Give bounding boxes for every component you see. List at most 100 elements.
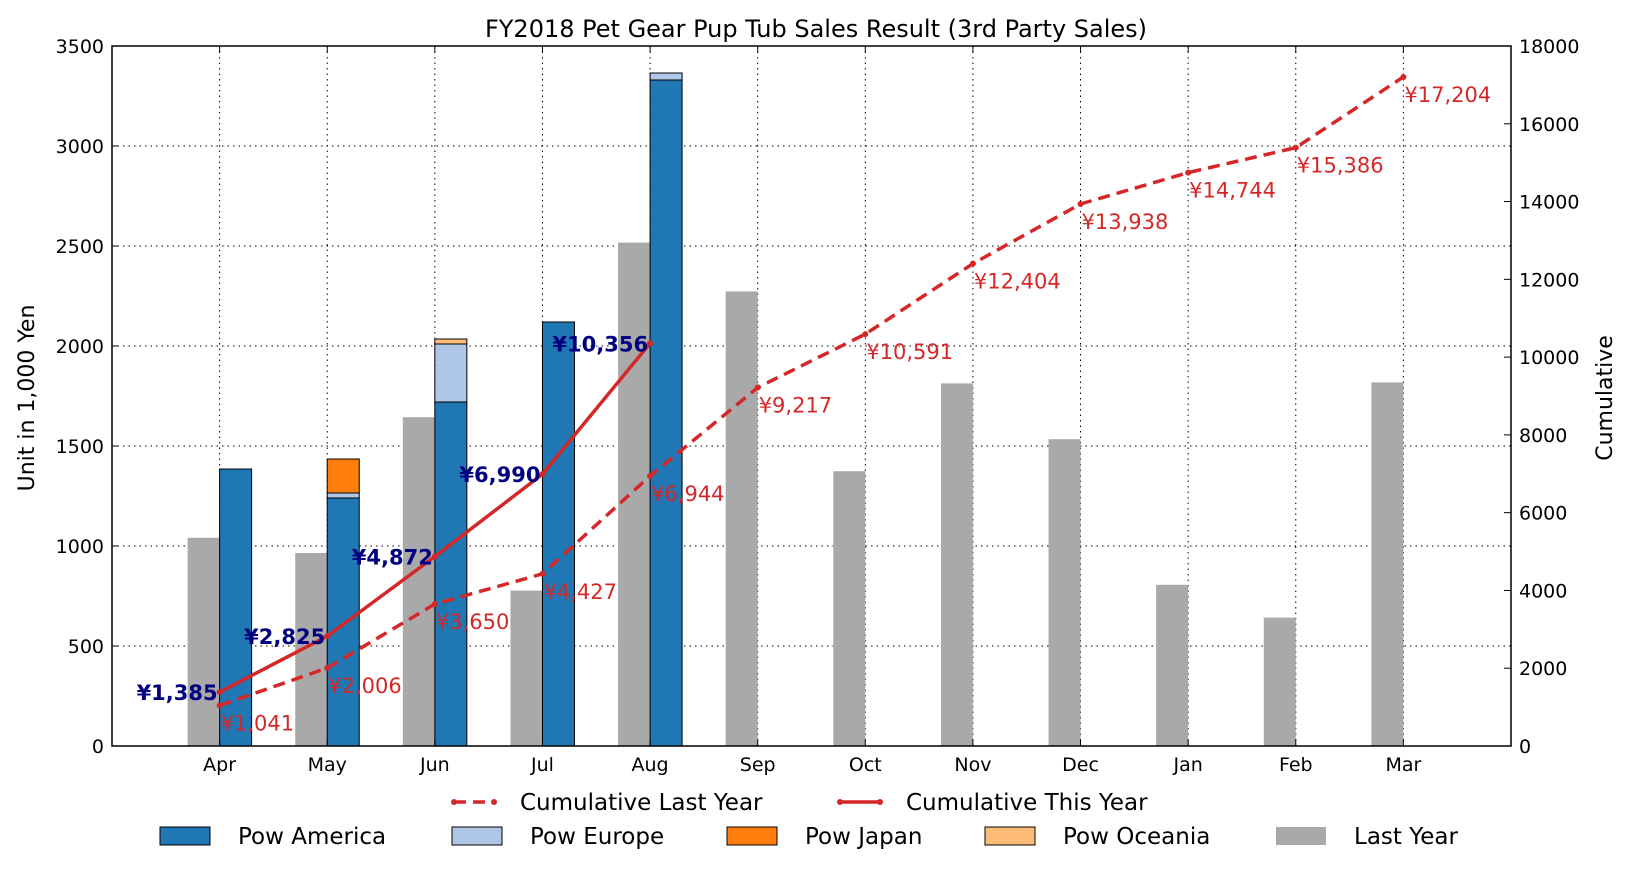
x-tick-label-jul: Jul	[530, 754, 554, 776]
x-tick-label-jun: Jun	[419, 754, 450, 776]
bar-last-year-apr	[187, 537, 220, 746]
plot-frame	[111, 45, 1512, 747]
legend-label-pow-america: Pow America	[238, 824, 386, 850]
legend-marker-cumulative-last-year	[491, 799, 497, 805]
label-cumulative-last-year-jun: ¥3,650	[436, 610, 509, 634]
label-cumulative-last-year-jan: ¥14,744	[1189, 179, 1276, 203]
label-cumulative-last-year-sep: ¥9,217	[759, 394, 832, 418]
chart-title: FY2018 Pet Gear Pup Tub Sales Result (3r…	[485, 15, 1147, 43]
label-cumulative-last-year-oct: ¥10,591	[866, 340, 953, 364]
bar-last-year-aug	[618, 242, 651, 746]
point-cumulative-last-year-apr	[216, 702, 223, 709]
y2-tick-label: 4000	[1519, 580, 1567, 602]
legend-label-pow-europe: Pow Europe	[530, 824, 664, 850]
bar-pow-europe-may	[326, 492, 360, 499]
y2-tick-label: 6000	[1519, 503, 1567, 525]
y2-tick-label: 12000	[1519, 269, 1579, 291]
legend-label-last-year: Last Year	[1354, 824, 1458, 850]
x-tick-label-nov: Nov	[954, 754, 991, 776]
label-cumulative-last-year-mar: ¥17,204	[1404, 83, 1491, 107]
label-cumulative-last-year-nov: ¥12,404	[974, 270, 1061, 294]
legend: Cumulative Last Year Cumulative This Year…	[159, 790, 1458, 850]
label-cumulative-last-year-dec: ¥13,938	[1082, 210, 1169, 234]
y-tick-label: 500	[68, 636, 104, 658]
label-cumulative-this-year-apr: ¥1,385	[137, 681, 218, 705]
point-cumulative-last-year-dec	[1077, 200, 1084, 207]
bar-last-year-feb	[1263, 617, 1296, 746]
point-cumulative-last-year-jan	[1185, 169, 1192, 176]
legend-swatch-pow-america	[159, 826, 211, 846]
x-tick-label-dec: Dec	[1062, 754, 1099, 776]
y2-tick-label: 8000	[1519, 425, 1567, 447]
label-cumulative-last-year-jul: ¥4,427	[543, 580, 616, 604]
bar-pow-japan-may	[326, 458, 360, 494]
point-cumulative-last-year-jul	[539, 570, 546, 577]
bar-last-year-jun	[402, 417, 435, 746]
y-tick-label: 3000	[56, 136, 104, 158]
point-cumulative-this-year-aug	[647, 340, 654, 347]
bar-last-year-sep	[725, 291, 758, 746]
label-cumulative-this-year-may: ¥2,825	[244, 625, 325, 649]
data-labels: ¥1,041 ¥2,006 ¥3,650 ¥4,427 ¥6,944 ¥9,217 ¥10,…	[137, 83, 1492, 736]
legend-label-pow-oceania: Pow Oceania	[1063, 824, 1210, 850]
y-tick-label: 2000	[56, 336, 104, 358]
bar-pow-america-may	[326, 497, 360, 747]
legend-swatch-last-year	[1276, 827, 1326, 845]
y2-axis-label: Cumulative	[1593, 335, 1618, 461]
bars	[187, 72, 1404, 747]
x-tick-label-feb: Feb	[1279, 754, 1313, 776]
bar-last-year-oct	[833, 471, 866, 746]
legend-swatch-pow-japan	[726, 826, 778, 846]
label-cumulative-last-year-feb: ¥15,386	[1297, 154, 1384, 178]
bar-last-year-mar	[1371, 382, 1404, 746]
point-cumulative-last-year-nov	[969, 260, 976, 267]
point-cumulative-last-year-aug	[647, 472, 654, 479]
point-cumulative-this-year-jul	[539, 471, 546, 478]
label-cumulative-this-year-jun: ¥4,872	[352, 546, 433, 570]
point-cumulative-last-year-may	[324, 664, 331, 671]
point-cumulative-last-year-feb	[1292, 144, 1299, 151]
legend-label-cumulative-last-year: Cumulative Last Year	[520, 790, 763, 816]
legend-swatch-pow-oceania	[984, 826, 1036, 846]
legend-swatch-pow-europe	[451, 826, 503, 846]
x-tick-label-aug: Aug	[632, 754, 669, 776]
label-cumulative-last-year-apr: ¥1,041	[221, 712, 294, 736]
bar-last-year-nov	[940, 383, 973, 746]
y2-tick-label: 0	[1519, 736, 1531, 758]
bar-pow-america-jun	[434, 401, 468, 747]
legend-marker-cumulative-this-year	[837, 799, 843, 805]
x-tick-label-mar: Mar	[1385, 754, 1421, 776]
y-tick-label: 2500	[56, 236, 104, 258]
bar-last-year-jul	[510, 590, 543, 746]
bar-pow-america-apr	[219, 468, 253, 747]
y-axis-label: Unit in 1,000 Yen	[15, 305, 40, 492]
y-tick-label: 0	[92, 736, 104, 758]
label-cumulative-this-year-jul: ¥6,990	[459, 463, 540, 487]
point-cumulative-last-year-oct	[862, 331, 869, 338]
bar-pow-america-jul	[541, 321, 575, 747]
y2-tick-label: 2000	[1519, 658, 1567, 680]
y-tick-label: 3500	[56, 36, 104, 58]
bar-last-year-jan	[1156, 584, 1189, 746]
legend-marker-cumulative-last-year	[451, 799, 457, 805]
label-cumulative-this-year-aug: ¥10,356	[552, 332, 648, 356]
x-tick-label-sep: Sep	[740, 754, 776, 776]
bar-last-year-dec	[1048, 439, 1081, 746]
x-tick-label-may: May	[308, 754, 347, 776]
x-tick-label-jan: Jan	[1173, 754, 1203, 776]
point-cumulative-last-year-sep	[754, 384, 761, 391]
axes: Apr May Jun Jul Aug Sep Oct Nov Dec Jan Feb Mar 0 500…	[56, 36, 1580, 776]
legend-label-pow-japan: Pow Japan	[805, 824, 922, 850]
point-cumulative-this-year-apr	[216, 689, 223, 696]
y2-tick-label: 18000	[1519, 36, 1579, 58]
legend-label-cumulative-this-year: Cumulative This Year	[906, 790, 1148, 816]
point-cumulative-this-year-may	[324, 633, 331, 640]
point-cumulative-this-year-jun	[431, 553, 438, 560]
bar-pow-europe-jun	[434, 343, 468, 403]
label-cumulative-last-year-aug: ¥6,944	[651, 482, 724, 506]
y2-tick-label: 16000	[1519, 114, 1579, 136]
legend-marker-cumulative-this-year	[877, 799, 883, 805]
point-cumulative-last-year-jun	[431, 601, 438, 608]
label-cumulative-last-year-may: ¥2,006	[328, 674, 401, 698]
